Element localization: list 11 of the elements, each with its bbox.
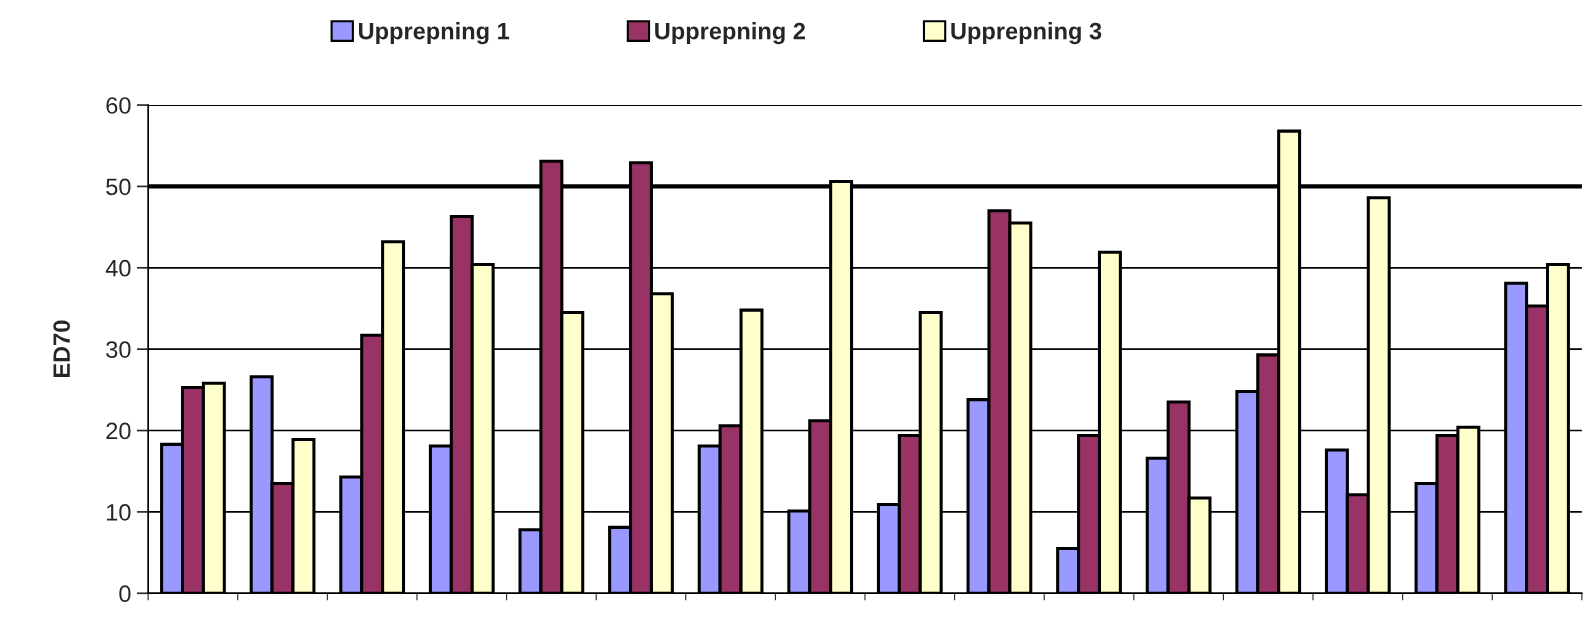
y-tick-label: 40 bbox=[105, 259, 131, 277]
y-tick-label: 60 bbox=[106, 97, 131, 114]
y-axis-title: ED70 bbox=[53, 320, 70, 378]
y-tick-label: 0 bbox=[119, 585, 131, 603]
legend-label: Upprepning 2 bbox=[655, 22, 805, 45]
legend-label: Upprepning 1 bbox=[359, 22, 510, 45]
y-tick-label: 10 bbox=[107, 503, 131, 521]
y-tick-label: 30 bbox=[106, 341, 131, 358]
y-tick-label: 50 bbox=[106, 178, 131, 196]
y-tick-label: 20 bbox=[106, 422, 131, 440]
legend-label: Upprepning 3 bbox=[951, 22, 1102, 45]
